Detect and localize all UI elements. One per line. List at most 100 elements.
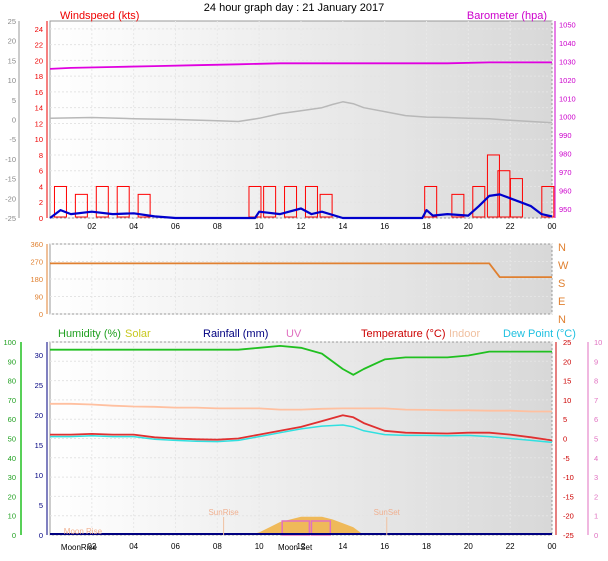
baro-tick-label: 960 [559,186,572,195]
humidity-tick-label: 50 [8,435,16,444]
rain-tick-label: 0 [39,531,43,540]
uv-tick-label: 1 [594,512,598,521]
temp-tick-label: 20 [563,357,571,366]
temp-tick-label: 5 [563,415,567,424]
x-tick-label: 22 [506,222,515,231]
gust-bar [116,185,130,218]
x-tick-label: 02 [87,222,96,231]
x-tick-label: 20 [464,222,473,231]
gust-bar [284,185,298,218]
windspeed-axis-label: Windspeed (kts) [60,10,139,22]
x-tick-label: 00 [548,542,557,551]
temp-tick-label: -10 [563,473,574,482]
direction-tick-label: 270 [30,258,43,267]
temp-tick-label: -25 [563,531,574,540]
temp-panel-annotations: SunRise SunSet Moon Rise MoonRise Moon Set [61,508,401,552]
x-tick-label: 12 [297,222,306,231]
wind-tick-label: 8 [39,151,43,160]
direction-tick-label: 90 [35,293,43,302]
humidity-tick-label: 30 [8,473,16,482]
secondary-tick-label: 0 [12,116,16,125]
secondary-tick-label: 15 [8,56,16,65]
compass-label: S [558,278,565,290]
temp-panel-series [50,344,553,536]
x-tick-label: 08 [213,542,222,551]
direction-tick-label: 0 [39,310,43,319]
dewpoint-line [50,424,553,444]
x-tick-label: 18 [422,222,431,231]
x-tick-label: 02 [87,542,96,551]
x-tick-label: 18 [422,542,431,551]
moonrise-label: Moon Rise [64,527,103,536]
wind-tick-label: 14 [35,104,43,113]
humidity-tick-label: 10 [8,512,16,521]
secondary-tick-label: 5 [12,96,16,105]
moonrise-axis-label: MoonRise [61,543,98,552]
humidity-tick-label: 40 [8,454,16,463]
humidity-tick-label: 0 [12,531,16,540]
wind-tick-label: 4 [39,182,43,191]
temp-panel-axes: 0102030405060708090100051015202530-25-20… [3,338,602,551]
baro-tick-label: 1040 [559,39,576,48]
baro-tick-label: 980 [559,150,572,159]
legend-dewpoint: Dew Point (°C) [503,328,576,340]
secondary-tick-label: -5 [9,135,16,144]
humidity-tick-label: 100 [3,338,16,347]
rain-tick-label: 25 [35,381,43,390]
x-tick-label: 06 [171,542,180,551]
temp-tick-label: -5 [563,454,570,463]
gust-bar [263,185,277,218]
secondary-tick-label: -10 [5,155,16,164]
uv-tick-label: 10 [594,338,602,347]
compass-label: W [558,260,569,272]
wind-panel-grid [50,21,553,219]
rain-tick-label: 5 [39,501,43,510]
baro-tick-label: 1030 [559,58,576,67]
humidity-tick-label: 70 [8,396,16,405]
graph-title: 24 hour graph day : 21 January 2017 [204,2,384,14]
gust-bar [486,154,500,218]
gust-bar [53,185,67,218]
temp-tick-label: 10 [563,396,571,405]
x-tick-label: 06 [171,222,180,231]
wind-tick-label: 18 [35,72,43,81]
gust-bar [451,193,465,218]
wind-tick-label: 0 [39,214,43,223]
x-tick-label: 16 [380,222,389,231]
gust-bar [541,185,555,218]
uv-tick-label: 2 [594,492,598,501]
baro-tick-label: 1020 [559,76,576,85]
indoor-temp-line [50,402,552,413]
wind-tick-label: 12 [35,119,43,128]
wind-tick-label: 20 [35,56,43,65]
direction-panel-frame [49,243,553,315]
x-tick-label: 04 [129,542,138,551]
x-tick-label: 20 [464,542,473,551]
rain-tick-label: 10 [35,471,43,480]
temp-tick-label: 0 [563,435,567,444]
x-tick-label: 14 [338,542,347,551]
x-tick-label: 10 [255,222,264,231]
solar-area [248,516,364,535]
compass-label: N [558,314,566,326]
uv-tick-label: 4 [594,454,598,463]
uv-tick-label: 3 [594,473,598,482]
legend-temperature: Temperature (°C) [361,328,445,340]
uv-tick-label: 8 [594,377,598,386]
legend-solar: Solar [125,328,151,340]
baro-tick-label: 970 [559,168,572,177]
gust-bar [304,185,318,218]
temp-tick-label: 25 [563,338,571,347]
wind-tick-label: 6 [39,167,43,176]
baro-tick-label: 990 [559,131,572,140]
temp-tick-label: 15 [563,377,571,386]
x-tick-label: 00 [548,222,557,231]
x-tick-label: 04 [129,222,138,231]
gust-bar [424,185,438,218]
x-tick-label: 10 [255,542,264,551]
sunrise-label: SunRise [208,508,239,517]
rain-tick-label: 15 [35,441,43,450]
humidity-tick-label: 60 [8,415,16,424]
